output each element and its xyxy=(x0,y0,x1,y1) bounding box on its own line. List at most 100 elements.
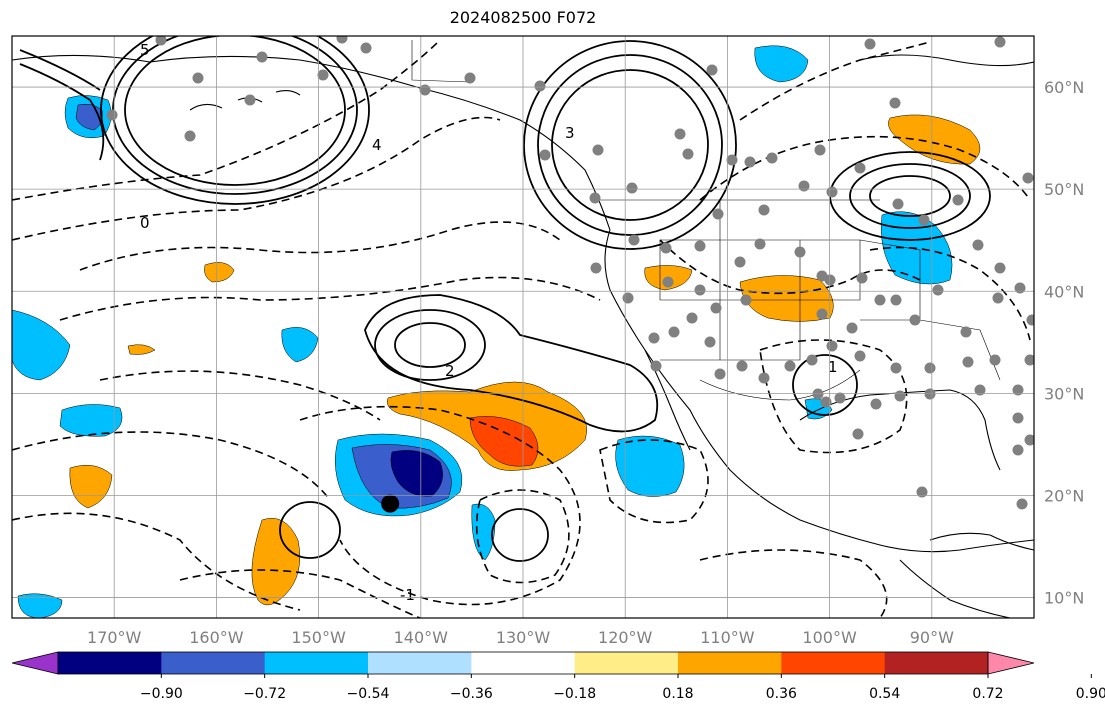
station-dot xyxy=(590,262,602,274)
colorbar-segment xyxy=(161,652,266,674)
station-dot xyxy=(820,396,832,408)
station-dot xyxy=(826,340,838,352)
station-dot xyxy=(589,192,601,204)
station-dot xyxy=(660,242,672,254)
station-dot xyxy=(628,234,640,246)
station-dot xyxy=(798,180,810,192)
gridlines xyxy=(12,36,1034,618)
colorbar-tick-label: −0.72 xyxy=(243,686,286,702)
lat-tick-label: 10°N xyxy=(1044,589,1084,608)
station-dot xyxy=(916,486,928,498)
blue-blob-baja xyxy=(615,435,685,497)
station-dot xyxy=(682,148,694,160)
station-dot xyxy=(754,238,766,250)
station-dot xyxy=(714,368,726,380)
station-dot xyxy=(806,354,818,366)
colorbar-frame xyxy=(57,651,989,675)
station-dot xyxy=(918,214,930,226)
lon-tick-label: 120°W xyxy=(598,628,653,647)
station-dot xyxy=(336,36,348,44)
lon-tick-label: 110°W xyxy=(700,628,755,647)
colorbar-tick-label: 0.90 xyxy=(1076,686,1105,702)
solid-contours xyxy=(19,36,991,562)
station-dot xyxy=(650,360,662,372)
contour-solid-pnw xyxy=(551,69,709,221)
station-dot xyxy=(674,128,686,140)
colorbar-tick-label: 0.54 xyxy=(869,686,900,702)
station-dot xyxy=(890,362,902,374)
political-borders xyxy=(411,40,1001,401)
station-dot xyxy=(744,156,756,168)
contour-label-0: 0 xyxy=(140,214,150,232)
colorbar-tick-label: −0.54 xyxy=(347,686,390,702)
station-dot xyxy=(854,350,866,362)
station-dot xyxy=(870,398,882,410)
colorbar-extend-low xyxy=(11,651,59,675)
central-america xyxy=(899,559,1011,618)
station-dot xyxy=(662,276,674,288)
contour-label-2: 2 xyxy=(445,362,455,380)
station-dot xyxy=(1022,172,1034,184)
colorbar-tick-label: 0.18 xyxy=(662,686,693,702)
colorbar-segment xyxy=(368,652,472,674)
contour-label-3: 3 xyxy=(565,124,575,142)
station-dot xyxy=(712,208,724,220)
station-dot xyxy=(464,72,476,84)
lon-tick-label: 90°W xyxy=(910,628,954,647)
hudson-coast xyxy=(859,54,1034,67)
station-dot xyxy=(694,284,706,296)
station-dot xyxy=(106,109,118,121)
station-dot xyxy=(1014,282,1026,294)
station-dot xyxy=(622,292,634,304)
station-dot xyxy=(794,246,806,258)
contour-labels: 5 4 3 2 1 0 -1 xyxy=(140,41,838,604)
lon-tick-label: 130°W xyxy=(496,628,551,647)
orange-blob-ontario xyxy=(888,114,981,165)
station-dot xyxy=(256,51,268,63)
colorbar-extend-high xyxy=(987,651,1035,675)
lat-tick-label: 40°N xyxy=(1044,282,1084,301)
station-dot xyxy=(734,256,746,268)
orange-blob-colorado xyxy=(739,275,834,322)
contour-solid-pacific xyxy=(394,322,466,368)
station-dot xyxy=(1026,314,1034,326)
dashed-contours xyxy=(12,39,1031,618)
station-dot xyxy=(874,294,886,306)
station-dot xyxy=(192,72,204,84)
lat-tick-label: 20°N xyxy=(1044,486,1084,505)
station-dot xyxy=(539,149,551,161)
map-content: 5 4 3 2 1 0 -1 xyxy=(12,36,1034,618)
storm-position-marker xyxy=(381,494,400,513)
lat-tick-label: 30°N xyxy=(1044,384,1084,403)
station-dot xyxy=(852,428,864,440)
station-dot xyxy=(972,239,984,251)
lon-tick-label: 170°W xyxy=(87,628,142,647)
station-dot xyxy=(694,240,706,252)
station-dot xyxy=(726,154,738,166)
station-dot xyxy=(1024,434,1034,446)
colorbar-segment xyxy=(58,652,162,674)
colorbar-segment xyxy=(471,652,576,674)
station-dot xyxy=(952,194,964,206)
station-dot xyxy=(648,332,660,344)
colorbar-segment xyxy=(884,652,989,674)
orange-blob-south xyxy=(251,518,301,606)
station-dot xyxy=(244,94,256,106)
blue-blob-westpac xyxy=(59,404,123,437)
station-dot xyxy=(846,322,858,334)
station-dot xyxy=(155,36,167,46)
lon-tick-label: 140°W xyxy=(394,628,449,647)
contour-label-neg1: -1 xyxy=(400,586,415,604)
colorbar-segment xyxy=(781,652,886,674)
station-dot xyxy=(932,284,944,296)
station-dot xyxy=(909,314,921,326)
colorbar-segment xyxy=(574,652,679,674)
station-dot xyxy=(534,80,546,92)
station-dot xyxy=(994,36,1006,48)
station-dot xyxy=(834,392,846,404)
station-dot xyxy=(668,326,680,338)
station-dot xyxy=(992,292,1004,304)
station-dot xyxy=(740,294,752,306)
station-dot xyxy=(892,198,904,210)
